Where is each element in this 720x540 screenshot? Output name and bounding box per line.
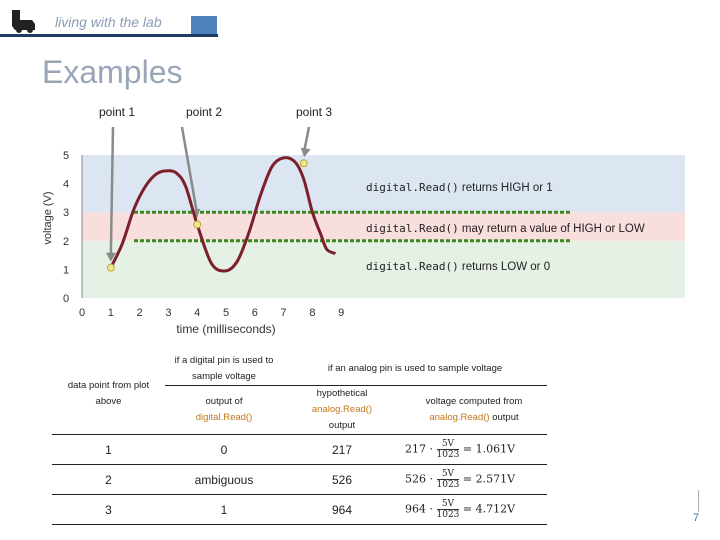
point-label: point 1 xyxy=(99,105,135,119)
header-hypothetical: hypothetical analog.Read() output xyxy=(283,385,401,435)
fraction-denominator: 1023 xyxy=(436,450,460,460)
annotation-text: digital.Read() returns LOW or 0 xyxy=(366,260,550,273)
annotation-description: may return a value of HIGH or LOW xyxy=(459,223,645,235)
point-arrow-shaft xyxy=(109,126,115,258)
x-tick-label: 3 xyxy=(165,307,171,319)
table-row: 3 1 964 964 · 5V 1023 = 4.712V xyxy=(52,494,547,525)
annotation-description: returns HIGH or 1 xyxy=(459,182,553,194)
page-number: 7 xyxy=(693,512,700,524)
cell-digital: 0 xyxy=(165,434,283,465)
header-computed-label: voltage computed from xyxy=(425,396,523,407)
annotation-code: digital.Read() xyxy=(366,181,459,194)
x-tick-label: 9 xyxy=(338,307,344,319)
x-tick-label: 4 xyxy=(194,307,200,319)
x-tick-label: 6 xyxy=(252,307,258,319)
data-table: data point from plot above if a digital … xyxy=(52,353,547,525)
voltage-curve xyxy=(109,156,337,273)
cell-analog: 217 xyxy=(283,434,401,465)
y-tick-label: 5 xyxy=(63,150,69,162)
x-tick-label: 8 xyxy=(309,307,315,319)
formula-multiplier: 526 · xyxy=(405,472,433,486)
header-data-point: data point from plot above xyxy=(52,353,165,435)
table-row: 1 0 217 217 · 5V 1023 = 1.061V xyxy=(52,434,547,465)
formula-result: = 2.571V xyxy=(462,472,516,486)
y-tick-label: 1 xyxy=(63,264,69,276)
header-computed-suffix: output xyxy=(492,412,519,423)
slide-title: Examples xyxy=(42,54,183,90)
x-axis-label: time (milliseconds) xyxy=(176,322,275,336)
formula-multiplier: 964 · xyxy=(405,502,433,516)
x-tick-label: 7 xyxy=(281,307,287,319)
band-ambiguous xyxy=(82,212,685,241)
header-output-word: output xyxy=(328,420,356,431)
x-tick-label: 2 xyxy=(137,307,143,319)
formula-result: = 1.061V xyxy=(462,442,516,456)
y-tick-label: 3 xyxy=(63,207,69,219)
annotation-description: returns LOW or 0 xyxy=(459,261,550,273)
formula-fraction: 5V 1023 xyxy=(436,439,460,460)
header-computed-func: analog.Read() xyxy=(429,412,490,423)
header-subtitle: living with the lab xyxy=(55,14,162,30)
band-low xyxy=(82,240,685,298)
band-high xyxy=(82,155,685,213)
header-analog-func: analog.Read() xyxy=(311,404,373,415)
header-underline xyxy=(0,34,218,37)
header-accent-box xyxy=(191,16,217,37)
x-tick-label: 5 xyxy=(223,307,229,319)
point-arrow-head xyxy=(105,252,116,262)
x-tick-label: 1 xyxy=(108,307,114,319)
cell-digital: ambiguous xyxy=(165,464,283,495)
formula-fraction: 5V 1023 xyxy=(436,499,460,520)
fraction-numerator: 5V xyxy=(436,499,460,510)
annotation-code: digital.Read() xyxy=(366,222,459,235)
cell-analog: 526 xyxy=(283,464,401,495)
fraction-denominator: 1023 xyxy=(436,480,460,490)
header-computed: voltage computed from analog.Read() outp… xyxy=(401,385,547,435)
point-label: point 3 xyxy=(296,105,332,119)
cell-formula: 964 · 5V 1023 = 4.712V xyxy=(401,494,547,525)
header-digital-output-label: output of xyxy=(205,396,243,407)
voltage-chart: 0 1 2 3 4 5 0 1 2 3 4 5 6 7 8 9 voltage (V) time (milli… xyxy=(42,105,685,336)
footer-divider xyxy=(698,490,699,512)
header-digital-output: output of digital.Read() xyxy=(165,385,283,435)
cell-digital: 1 xyxy=(165,494,283,525)
header-digital-output-func: digital.Read() xyxy=(195,412,253,423)
cell-formula: 526 · 5V 1023 = 2.571V xyxy=(401,464,547,495)
cell-point: 2 xyxy=(52,464,165,495)
point-arrow-head xyxy=(300,147,311,158)
cell-formula: 217 · 5V 1023 = 1.061V xyxy=(401,434,547,465)
annotation-code: digital.Read() xyxy=(366,260,459,273)
louisiana-tech-logo-icon xyxy=(12,10,35,33)
y-tick-label: 0 xyxy=(63,293,69,305)
point-arrow-shaft xyxy=(180,126,199,215)
formula-multiplier: 217 · xyxy=(405,442,433,456)
formula-result: = 4.712V xyxy=(462,502,516,516)
fraction-numerator: 5V xyxy=(436,439,460,450)
point-label: point 2 xyxy=(186,105,222,119)
cell-point: 1 xyxy=(52,434,165,465)
y-tick-label: 2 xyxy=(63,236,69,248)
data-point-marker xyxy=(106,263,115,272)
fraction-denominator: 1023 xyxy=(436,510,460,520)
y-axis-label: voltage (V) xyxy=(42,191,54,244)
header-digital-group: if a digital pin is used to sample volta… xyxy=(165,353,283,386)
table-row: 2 ambiguous 526 526 · 5V 1023 = 2.571V xyxy=(52,464,547,495)
data-point-marker xyxy=(299,159,308,168)
annotation-text: digital.Read() may return a value of HIG… xyxy=(366,222,645,235)
data-point-marker xyxy=(193,220,202,229)
header-hypothetical-label: hypothetical xyxy=(316,388,368,399)
cell-point: 3 xyxy=(52,494,165,525)
x-tick-label: 0 xyxy=(79,307,85,319)
fraction-numerator: 5V xyxy=(436,469,460,480)
y-tick-label: 4 xyxy=(63,179,69,191)
formula-fraction: 5V 1023 xyxy=(436,469,460,490)
header-analog-group: if an analog pin is used to sample volta… xyxy=(283,353,547,386)
cell-analog: 964 xyxy=(283,494,401,525)
annotation-text: digital.Read() returns HIGH or 1 xyxy=(366,181,553,194)
